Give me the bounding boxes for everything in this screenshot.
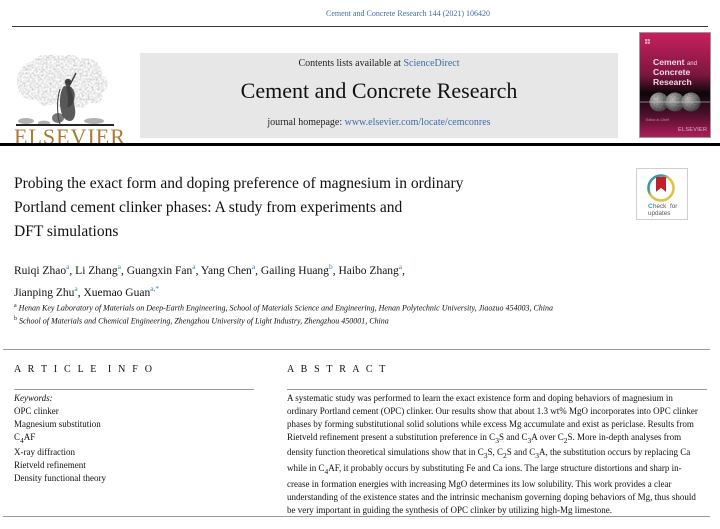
svg-text:Concrete: Concrete: [653, 67, 690, 77]
svg-text:Editor-in-Chief: Editor-in-Chief: [646, 118, 669, 122]
svg-text:Research: Research: [653, 77, 692, 87]
svg-text:for: for: [670, 203, 677, 210]
svg-text:ELSEVIER: ELSEVIER: [678, 127, 707, 133]
svg-text:heck: heck: [653, 203, 667, 210]
svg-text:updates: updates: [648, 210, 670, 217]
